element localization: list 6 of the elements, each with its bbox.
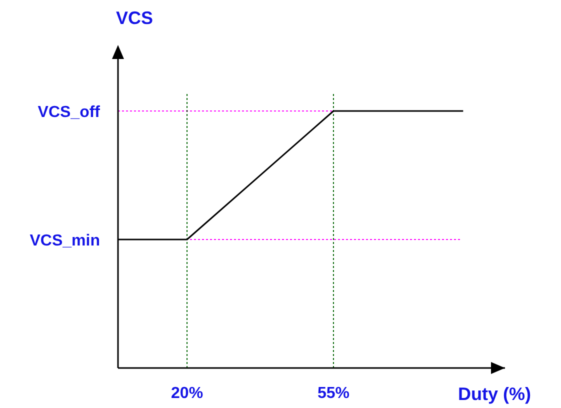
- x-tick-label: 55%: [317, 385, 350, 402]
- x-tick-label: 20%: [171, 385, 204, 402]
- ref-line-label: VCS_off: [38, 104, 101, 121]
- x-axis-title: Duty (%): [458, 384, 531, 404]
- ref-line-label: VCS_min: [30, 232, 100, 250]
- y-axis-title: VCS: [116, 8, 154, 28]
